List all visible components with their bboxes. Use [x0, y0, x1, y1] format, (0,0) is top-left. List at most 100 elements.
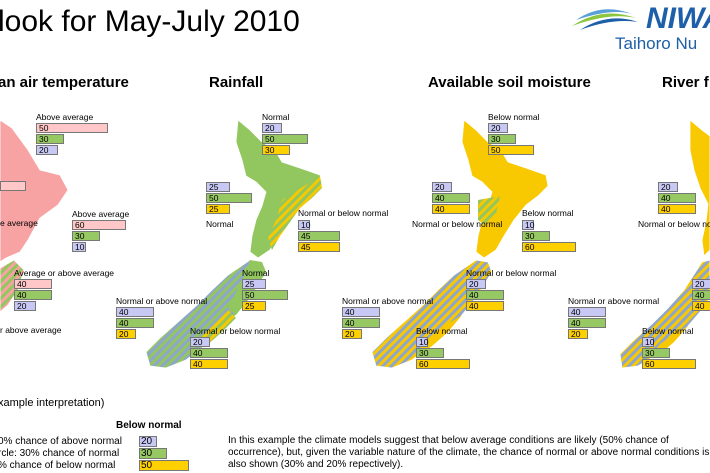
- bar-below: 10: [72, 242, 86, 252]
- rain-southwest-label: Normal or above normal: [116, 296, 208, 306]
- bar-yellow: 25: [242, 301, 266, 311]
- bar-normal: 30: [36, 134, 64, 144]
- bar-above: 40: [14, 279, 52, 289]
- temp-east-label: Above average: [72, 209, 130, 219]
- temp-north-bars: 50 30 20: [36, 123, 108, 156]
- logo-wordmark: NIWA: [646, 2, 710, 35]
- example-line-above: 0% chance of above normal: [0, 436, 122, 447]
- example-bar-normal: 30: [139, 448, 167, 459]
- bar-normal: 30: [416, 348, 444, 358]
- soil-southeast-bars: 20 40 40: [466, 279, 504, 312]
- bar-below: 20: [488, 123, 508, 133]
- rain-west-label: Normal: [206, 219, 234, 229]
- bar-normal: 50: [262, 134, 308, 144]
- bar-yellow: 40: [466, 301, 504, 311]
- bar-yellow: 45: [298, 242, 340, 252]
- bar-normal: 40: [116, 318, 154, 328]
- rain-east-label: Normal or below normal: [298, 208, 389, 218]
- soil-south-bars: 10 30 60: [416, 337, 470, 370]
- example-bar-below: 20: [139, 436, 157, 447]
- bar-yellow: 60: [416, 359, 470, 369]
- rain-east-bars: 10 45 45: [298, 220, 340, 253]
- heading-temperature: an air temperature: [0, 74, 129, 91]
- rain-north-bars: 20 50 30: [262, 123, 308, 156]
- example-line-normal: rcle: 30% chance of normal: [0, 448, 120, 459]
- bar-normal: 40: [190, 348, 228, 358]
- soil-north-bars: 20 30 50: [488, 123, 534, 156]
- river-southwest-bars: 40 40 20: [568, 307, 606, 340]
- soil-north-label: Below normal: [488, 112, 540, 122]
- river-west-label: Normal or below norma: [638, 219, 710, 229]
- temp-east-bars: 60 30 10: [72, 220, 126, 253]
- soil-east-bars: 10 30 60: [522, 220, 576, 253]
- bar-yellow: 20: [342, 329, 362, 339]
- soil-east-label: Below normal: [522, 208, 574, 218]
- soil-southwest-label: Normal or above normal: [342, 296, 434, 306]
- bar-below: 20: [14, 301, 36, 311]
- rain-southeast-label: Normal: [242, 268, 270, 278]
- bar-below: 20: [432, 182, 452, 192]
- bar-yellow: 20: [568, 329, 588, 339]
- bar-normal: 40: [14, 290, 52, 300]
- river-west-bars: 20 40 40: [658, 182, 696, 215]
- example-bar-yellow: 50: [139, 460, 189, 471]
- bar-normal: 40: [658, 193, 696, 203]
- heading-rainfall: Rainfall: [209, 74, 264, 91]
- soil-moisture-map: [371, 119, 549, 369]
- bar-below: 25: [242, 279, 266, 289]
- river-south-bars: 10 30 60: [642, 337, 696, 370]
- bar-below: 25: [206, 182, 230, 192]
- heading-river: River f: [662, 74, 709, 91]
- soil-west-bars: 20 40 40: [432, 182, 470, 215]
- rain-north-label: Normal: [262, 112, 290, 122]
- temp-west-label: e average: [0, 218, 38, 228]
- bar-normal: 30: [522, 231, 550, 241]
- bar-below: 20: [692, 279, 710, 289]
- bar-yellow: 40: [692, 301, 710, 311]
- bar-yellow: 20: [116, 329, 136, 339]
- example-line-below: % chance of below normal: [0, 460, 116, 471]
- river-southeast-bars: 20 40 40: [692, 279, 710, 312]
- rain-west-bars: 25 50 25: [206, 182, 252, 215]
- bar-normal: 40: [466, 290, 504, 300]
- soil-southeast-label: Normal or below normal: [466, 268, 557, 278]
- bar-normal: 40: [568, 318, 606, 328]
- rain-southwest-bars: 40 40 20: [116, 307, 154, 340]
- bar-normal: 45: [298, 231, 340, 241]
- bar-normal: 50: [242, 290, 288, 300]
- bar-below: 20: [262, 123, 282, 133]
- bar-normal: 50: [206, 193, 252, 203]
- bar-normal: 30: [642, 348, 670, 358]
- temp-south-bars: 40 40 20: [14, 279, 52, 312]
- bar-below: 20: [466, 279, 486, 289]
- bar-above: 60: [72, 220, 126, 230]
- rainfall-map: [145, 119, 323, 369]
- bar-yellow: 40: [190, 359, 228, 369]
- example-paragraph: In this example the climate models sugge…: [228, 435, 710, 470]
- bar-yellow: 50: [488, 145, 534, 155]
- bar-yellow: 30: [262, 145, 290, 155]
- page-title: look for May-July 2010: [0, 5, 300, 38]
- bar-normal: 40: [692, 290, 710, 300]
- river-south-label: Below normal: [642, 326, 694, 336]
- bar-normal: 30: [488, 134, 516, 144]
- soil-west-label: Normal or below normal: [412, 219, 503, 229]
- niwa-logo: NIWA: [572, 2, 710, 35]
- bar-below: 40: [568, 307, 606, 317]
- soil-southwest-bars: 40 40 20: [342, 307, 380, 340]
- temp-north-label: Above average: [36, 112, 94, 122]
- temp-west-bar-above: [0, 181, 26, 191]
- bar-below: 10: [416, 337, 428, 347]
- bar-yellow: 60: [522, 242, 576, 252]
- example-heading: xample interpretation): [0, 397, 105, 409]
- bar-below: 10: [522, 220, 534, 230]
- bar-below: 20: [658, 182, 678, 192]
- bar-below: 20: [190, 337, 210, 347]
- bar-below: 40: [342, 307, 380, 317]
- bar-below: 20: [36, 145, 58, 155]
- bar-yellow: 60: [642, 359, 696, 369]
- bar-normal: 40: [342, 318, 380, 328]
- rain-southeast-bars: 25 50 25: [242, 279, 288, 312]
- bar-normal: 30: [72, 231, 100, 241]
